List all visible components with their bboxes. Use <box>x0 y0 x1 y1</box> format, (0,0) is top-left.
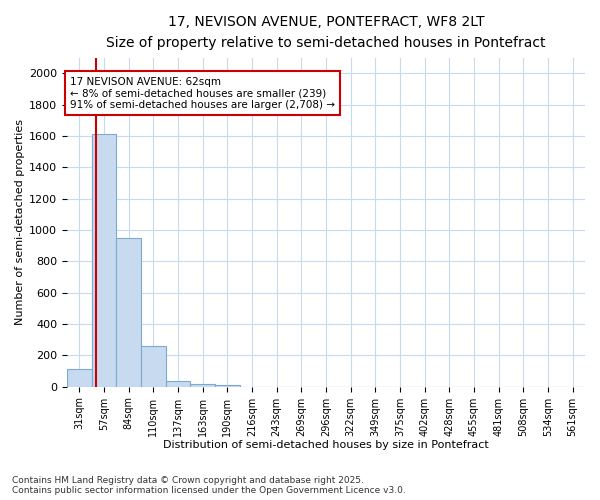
Bar <box>215 385 239 386</box>
Title: 17, NEVISON AVENUE, PONTEFRACT, WF8 2LT
Size of property relative to semi-detach: 17, NEVISON AVENUE, PONTEFRACT, WF8 2LT … <box>106 15 546 50</box>
X-axis label: Distribution of semi-detached houses by size in Pontefract: Distribution of semi-detached houses by … <box>163 440 489 450</box>
Bar <box>67 369 92 386</box>
Bar <box>92 134 116 386</box>
Text: 17 NEVISON AVENUE: 62sqm
← 8% of semi-detached houses are smaller (239)
91% of s: 17 NEVISON AVENUE: 62sqm ← 8% of semi-de… <box>70 76 335 110</box>
Bar <box>141 346 166 387</box>
Bar <box>116 238 141 386</box>
Text: Contains HM Land Registry data © Crown copyright and database right 2025.
Contai: Contains HM Land Registry data © Crown c… <box>12 476 406 495</box>
Bar <box>190 384 215 386</box>
Bar <box>166 382 190 386</box>
Y-axis label: Number of semi-detached properties: Number of semi-detached properties <box>15 119 25 325</box>
